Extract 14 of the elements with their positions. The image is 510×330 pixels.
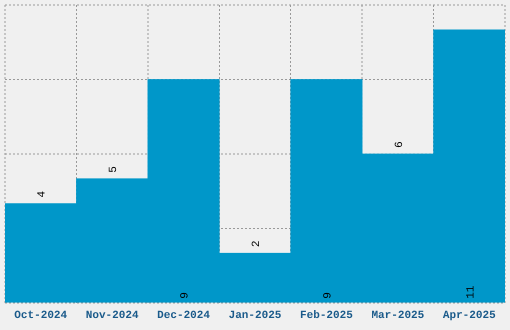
data-label: 5 bbox=[108, 166, 120, 173]
data-label: 4 bbox=[36, 190, 49, 198]
data-label: 9 bbox=[322, 292, 334, 299]
x-tick-label: Mar-2025 bbox=[371, 310, 425, 322]
data-label: 9 bbox=[180, 292, 192, 299]
x-tick-label: Oct-2024 bbox=[14, 310, 68, 322]
x-tick-label: Feb-2025 bbox=[300, 310, 354, 322]
x-tick-label: Dec-2024 bbox=[157, 310, 210, 322]
x-tick-label: Jan-2025 bbox=[228, 310, 282, 322]
data-label: 11 bbox=[465, 285, 478, 299]
data-label: 6 bbox=[394, 141, 406, 148]
x-tick-label: Apr-2025 bbox=[442, 310, 496, 322]
x-tick-label: Nov-2024 bbox=[86, 310, 139, 322]
data-label: 2 bbox=[251, 240, 263, 248]
